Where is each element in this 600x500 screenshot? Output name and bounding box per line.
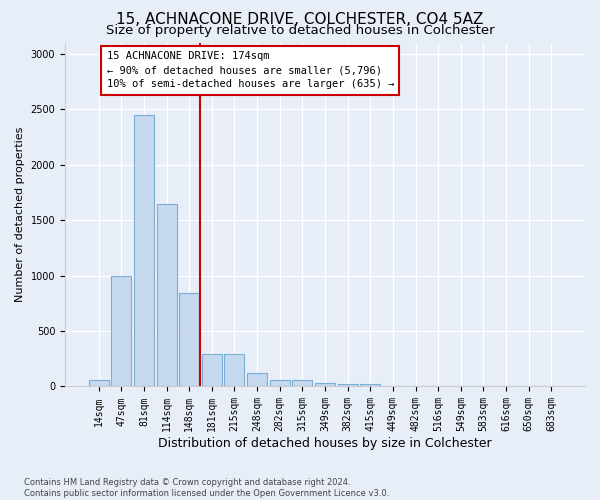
Bar (224, 354, 244, 386)
Bar (315, 383, 335, 386)
Bar (179, 294, 199, 386)
Bar (112, 276, 131, 386)
Bar (361, 384, 380, 386)
Text: 15, ACHNACONE DRIVE, COLCHESTER, CO4 5AZ: 15, ACHNACONE DRIVE, COLCHESTER, CO4 5AZ (116, 12, 484, 28)
Bar (270, 380, 290, 386)
Text: Size of property relative to detached houses in Colchester: Size of property relative to detached ho… (106, 24, 494, 37)
Bar (157, 204, 176, 386)
Text: Contains HM Land Registry data © Crown copyright and database right 2024.
Contai: Contains HM Land Registry data © Crown c… (24, 478, 389, 498)
X-axis label: Distribution of detached houses by size in Colchester: Distribution of detached houses by size … (158, 437, 492, 450)
Bar (338, 384, 358, 386)
Bar (202, 354, 222, 386)
Text: 15 ACHNACONE DRIVE: 174sqm
← 90% of detached houses are smaller (5,796)
10% of s: 15 ACHNACONE DRIVE: 174sqm ← 90% of deta… (107, 52, 394, 90)
Y-axis label: Number of detached properties: Number of detached properties (15, 127, 25, 302)
Bar (89, 380, 109, 386)
Bar (292, 380, 313, 386)
Bar (134, 114, 154, 386)
Bar (247, 373, 267, 386)
